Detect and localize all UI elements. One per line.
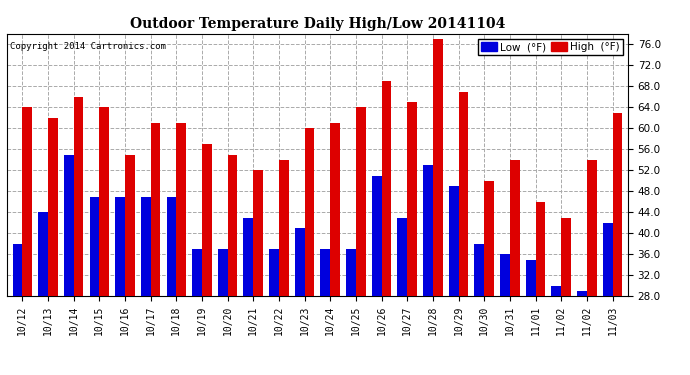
Bar	[346, 249, 356, 296]
Bar	[90, 196, 99, 296]
Bar	[526, 260, 535, 296]
Bar	[407, 102, 417, 296]
Bar	[125, 154, 135, 296]
Bar	[423, 165, 433, 296]
Bar	[356, 107, 366, 296]
Bar	[295, 228, 304, 296]
Bar	[586, 160, 597, 296]
Bar	[331, 123, 340, 296]
Bar	[141, 196, 150, 296]
Bar	[535, 202, 545, 296]
Bar	[202, 144, 212, 296]
Bar	[12, 244, 22, 296]
Bar	[99, 107, 109, 296]
Bar	[48, 118, 58, 296]
Bar	[176, 123, 186, 296]
Bar	[228, 154, 237, 296]
Bar	[500, 254, 510, 296]
Title: Outdoor Temperature Daily High/Low 20141104: Outdoor Temperature Daily High/Low 20141…	[130, 17, 505, 31]
Bar	[577, 291, 586, 296]
Bar	[74, 97, 83, 296]
Bar	[269, 249, 279, 296]
Bar	[372, 176, 382, 296]
Bar	[304, 128, 315, 296]
Bar	[279, 160, 288, 296]
Bar	[320, 249, 331, 296]
Bar	[448, 186, 459, 296]
Bar	[561, 217, 571, 296]
Bar	[397, 217, 407, 296]
Bar	[382, 81, 391, 296]
Bar	[218, 249, 228, 296]
Bar	[38, 212, 48, 296]
Bar	[193, 249, 202, 296]
Legend: Low  (°F), High  (°F): Low (°F), High (°F)	[478, 39, 622, 56]
Bar	[64, 154, 74, 296]
Bar	[150, 123, 160, 296]
Bar	[22, 107, 32, 296]
Bar	[433, 39, 442, 296]
Bar	[475, 244, 484, 296]
Text: Copyright 2014 Cartronics.com: Copyright 2014 Cartronics.com	[10, 42, 166, 51]
Bar	[603, 223, 613, 296]
Bar	[253, 170, 263, 296]
Bar	[613, 112, 622, 296]
Bar	[484, 181, 494, 296]
Bar	[244, 217, 253, 296]
Bar	[166, 196, 176, 296]
Bar	[551, 286, 561, 296]
Bar	[459, 92, 469, 296]
Bar	[115, 196, 125, 296]
Bar	[510, 160, 520, 296]
